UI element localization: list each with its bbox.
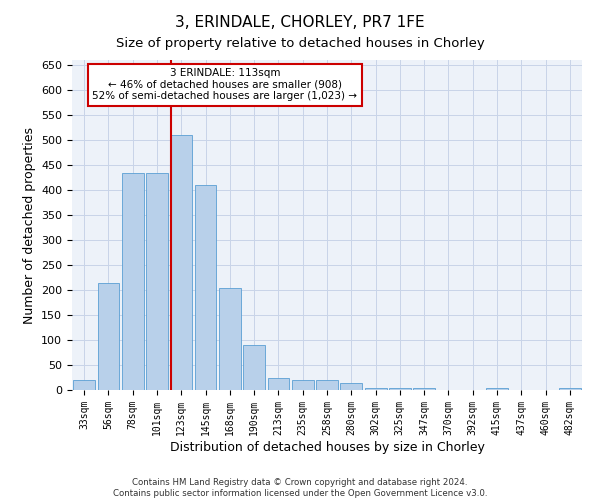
Bar <box>389 388 411 390</box>
Bar <box>122 172 143 390</box>
Bar <box>340 382 362 390</box>
Bar <box>268 378 289 390</box>
Bar <box>413 388 435 390</box>
Text: 3 ERINDALE: 113sqm
← 46% of detached houses are smaller (908)
52% of semi-detach: 3 ERINDALE: 113sqm ← 46% of detached hou… <box>92 68 358 102</box>
Y-axis label: Number of detached properties: Number of detached properties <box>23 126 35 324</box>
Text: Size of property relative to detached houses in Chorley: Size of property relative to detached ho… <box>116 38 484 51</box>
Bar <box>365 388 386 390</box>
Bar <box>146 172 168 390</box>
Bar <box>170 135 192 390</box>
Bar <box>486 388 508 390</box>
Bar <box>194 185 217 390</box>
Bar <box>97 282 119 390</box>
Text: Contains HM Land Registry data © Crown copyright and database right 2024.
Contai: Contains HM Land Registry data © Crown c… <box>113 478 487 498</box>
Bar <box>243 345 265 390</box>
Bar <box>292 380 314 390</box>
Bar <box>219 288 241 390</box>
X-axis label: Distribution of detached houses by size in Chorley: Distribution of detached houses by size … <box>170 440 484 454</box>
Bar <box>559 388 581 390</box>
Bar <box>316 380 338 390</box>
Text: 3, ERINDALE, CHORLEY, PR7 1FE: 3, ERINDALE, CHORLEY, PR7 1FE <box>175 15 425 30</box>
Bar <box>73 380 95 390</box>
